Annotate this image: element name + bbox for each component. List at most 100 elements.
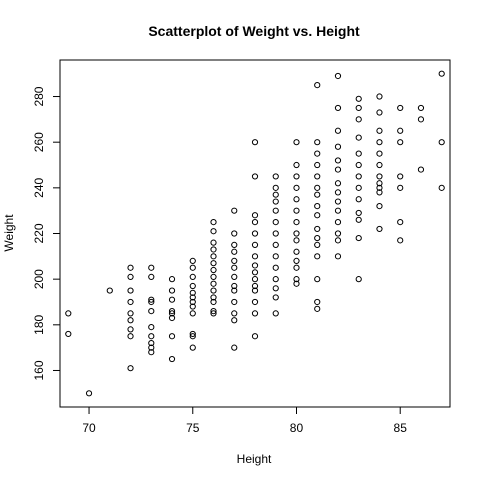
data-point <box>314 253 321 260</box>
data-point <box>314 191 321 198</box>
data-point <box>210 287 217 294</box>
data-point <box>210 260 217 267</box>
y-tick-label: 240 <box>32 178 46 198</box>
data-point <box>231 230 238 237</box>
data-point <box>376 180 383 187</box>
data-point <box>314 173 321 180</box>
data-point <box>272 310 279 317</box>
data-point <box>293 276 300 283</box>
y-tick-label: 280 <box>32 86 46 106</box>
data-point <box>355 276 362 283</box>
data-point <box>231 298 238 306</box>
data-point <box>127 365 134 372</box>
data-point <box>168 296 176 303</box>
data-point <box>293 184 300 191</box>
data-point <box>334 253 342 260</box>
y-tick-label: 220 <box>32 223 46 243</box>
data-point <box>189 273 196 280</box>
data-point <box>334 180 342 187</box>
data-point <box>417 116 425 123</box>
data-point <box>148 298 155 306</box>
data-point <box>293 207 300 214</box>
data-point <box>293 230 300 237</box>
data-point <box>334 166 342 173</box>
data-point <box>334 104 342 112</box>
y-tick-label: 160 <box>32 360 46 380</box>
chart-title: Scatterplot of Weight vs. Height <box>148 23 360 39</box>
data-point <box>189 289 196 296</box>
data-point <box>127 333 134 340</box>
data-points <box>65 70 445 397</box>
data-point <box>127 310 134 317</box>
data-point <box>293 196 300 203</box>
data-point <box>272 191 279 198</box>
data-point <box>355 104 362 112</box>
data-point <box>272 276 279 283</box>
data-point <box>210 308 217 315</box>
data-point <box>168 276 176 283</box>
data-point <box>397 218 404 226</box>
data-point <box>231 344 238 351</box>
data-point <box>251 230 259 237</box>
data-point <box>189 344 196 351</box>
data-point <box>231 207 238 214</box>
data-point <box>168 314 176 322</box>
data-point <box>251 287 259 294</box>
data-point <box>210 298 217 306</box>
data-point <box>231 257 238 264</box>
data-point <box>251 212 259 219</box>
data-point <box>314 139 321 146</box>
data-point <box>376 150 383 157</box>
data-point <box>189 257 196 264</box>
data-point <box>251 310 259 317</box>
y-tick-label: 260 <box>32 132 46 152</box>
x-tick-label: 75 <box>186 421 200 435</box>
data-point <box>438 139 445 146</box>
data-point <box>417 166 425 173</box>
data-point <box>355 234 362 242</box>
data-point <box>272 218 279 226</box>
data-point <box>272 184 279 191</box>
data-point <box>251 282 259 290</box>
data-point <box>65 310 72 317</box>
data-point <box>168 355 176 363</box>
data-point <box>168 308 176 315</box>
data-point <box>148 324 155 331</box>
data-point <box>397 173 404 180</box>
data-point <box>189 330 196 338</box>
data-point <box>314 161 321 169</box>
data-point <box>272 173 279 180</box>
data-point <box>314 234 321 242</box>
data-point <box>231 241 238 249</box>
data-point <box>293 218 300 226</box>
data-point <box>314 212 321 219</box>
data-point <box>251 173 259 180</box>
data-point <box>210 273 217 280</box>
x-tick-label: 85 <box>394 421 408 435</box>
data-point <box>148 273 155 280</box>
data-point <box>314 276 321 283</box>
data-point <box>231 282 238 290</box>
data-point <box>355 150 362 157</box>
data-point <box>272 294 279 301</box>
data-point <box>272 264 279 271</box>
y-axis: 160 180 200 220 240 260 280 <box>32 86 60 380</box>
data-point <box>293 161 300 169</box>
data-point <box>293 173 300 180</box>
data-point <box>334 218 342 226</box>
data-point <box>65 330 72 338</box>
data-point <box>148 333 155 340</box>
data-point <box>334 72 342 80</box>
y-axis-label: Weight <box>2 214 16 252</box>
data-point <box>397 139 404 146</box>
data-point <box>210 218 217 226</box>
data-point <box>272 198 279 205</box>
data-point <box>127 317 134 324</box>
data-point <box>127 326 134 333</box>
data-point <box>148 296 155 303</box>
data-point <box>314 203 321 210</box>
data-point <box>334 143 342 150</box>
data-point <box>293 257 300 264</box>
